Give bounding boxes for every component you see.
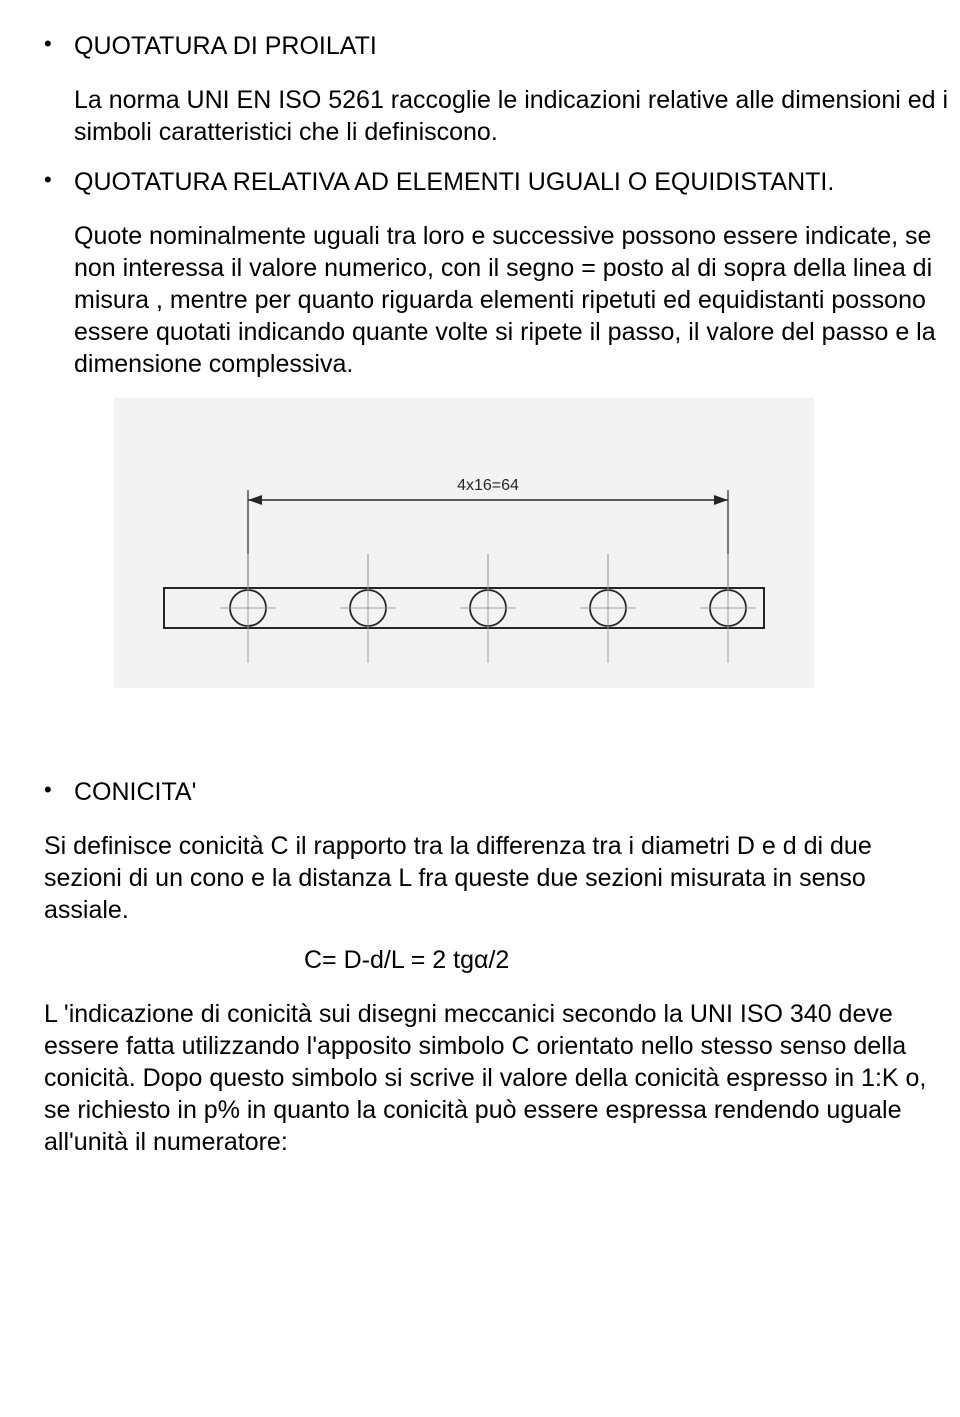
formula-conicita: C= D-d/L = 2 tgα/2: [44, 944, 956, 976]
heading-conicita: CONICITA': [74, 776, 196, 808]
para-profilati-1: La norma UNI EN ISO 5261 raccoglie le in…: [74, 84, 956, 148]
para-conicita-2: L 'indicazione di conicità sui disegni m…: [44, 998, 956, 1158]
bullet-dot-icon: •: [44, 30, 74, 58]
equidistant-holes-diagram: 4x16=64: [114, 398, 956, 688]
bullet-profilati: • QUOTATURA DI PROILATI: [44, 30, 956, 62]
bullet-conicita: • CONICITA': [44, 776, 956, 808]
heading-equidistanti: QUOTATURA RELATIVA AD ELEMENTI UGUALI O …: [74, 166, 834, 198]
para-conicita-1: Si definisce conicità C il rapporto tra …: [44, 830, 956, 926]
bullet-dot-icon: •: [44, 776, 74, 804]
bullet-dot-icon: •: [44, 166, 74, 194]
bullet-equidistanti: • QUOTATURA RELATIVA AD ELEMENTI UGUALI …: [44, 166, 956, 198]
heading-profilati: QUOTATURA DI PROILATI: [74, 30, 377, 62]
svg-text:4x16=64: 4x16=64: [457, 477, 519, 494]
para-equidistanti-1: Quote nominalmente uguali tra loro e suc…: [74, 220, 956, 380]
